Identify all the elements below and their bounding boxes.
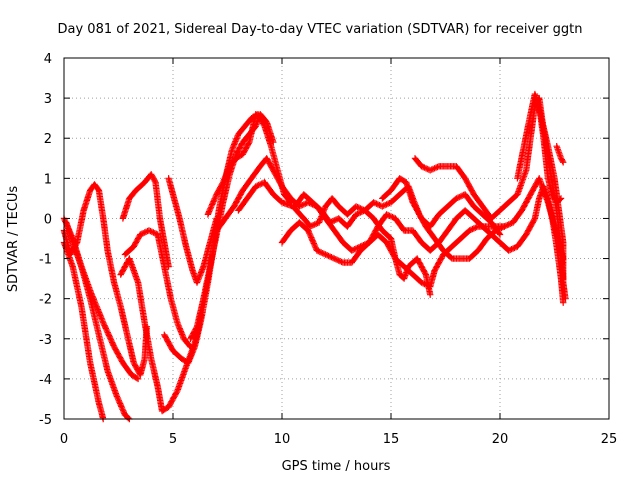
- x-tick-label: 10: [274, 432, 291, 447]
- data-point-markers: [121, 227, 194, 350]
- series-track-4: [63, 219, 142, 383]
- y-tick-label: -5: [39, 413, 52, 428]
- y-tick-label: -1: [39, 253, 52, 268]
- series-track-15: [291, 191, 434, 298]
- series-track-20: [553, 143, 567, 166]
- plot-frame: [63, 57, 610, 420]
- data-point-markers: [213, 155, 567, 306]
- y-tick-label: 0: [44, 212, 52, 227]
- data-point-markers: [119, 171, 172, 270]
- y-tick-label: -4: [39, 373, 52, 388]
- chart-title: Day 081 of 2021, Sidereal Day-to-day VTE…: [58, 22, 583, 37]
- data-point-markers: [161, 111, 294, 366]
- x-tick-label: 5: [169, 432, 177, 447]
- series-track-11: [204, 111, 259, 218]
- data-point-markers: [63, 219, 142, 383]
- data-point-markers: [204, 111, 259, 218]
- series-track-19: [531, 94, 569, 302]
- data-point-markers: [165, 175, 220, 286]
- x-tick-label: 0: [60, 432, 68, 447]
- x-tick-label: 25: [601, 432, 618, 447]
- data-point-markers: [531, 94, 569, 302]
- x-tick-label: 15: [383, 432, 400, 447]
- series-track-8: [165, 175, 220, 286]
- x-tick-label: 20: [492, 432, 509, 447]
- y-tick-label: 2: [44, 132, 52, 147]
- y-tick-label: 3: [44, 92, 52, 107]
- series-track-9: [161, 111, 294, 366]
- data-point-markers: [553, 143, 567, 166]
- data-point-markers: [379, 175, 504, 238]
- series-track-12: [213, 155, 567, 306]
- data-point-markers: [235, 175, 567, 262]
- axis-ticks: 0 5 10 15 20 25 -5 -4 -3 -2 -1 0 1 2 3 4: [39, 52, 617, 447]
- series-track-5: [121, 227, 194, 350]
- y-axis-label: SDTVAR / TECUs: [6, 186, 21, 293]
- series-track-16: [379, 175, 504, 238]
- data-points: [60, 90, 569, 423]
- series-track-7: [119, 171, 172, 270]
- data-point-markers: [291, 191, 434, 298]
- series-track-13: [235, 175, 567, 262]
- y-tick-label: 1: [44, 172, 52, 187]
- y-tick-label: 4: [44, 52, 52, 67]
- y-tick-label: -2: [39, 293, 52, 308]
- x-axis-label: GPS time / hours: [282, 459, 391, 474]
- y-tick-label: -3: [39, 333, 52, 348]
